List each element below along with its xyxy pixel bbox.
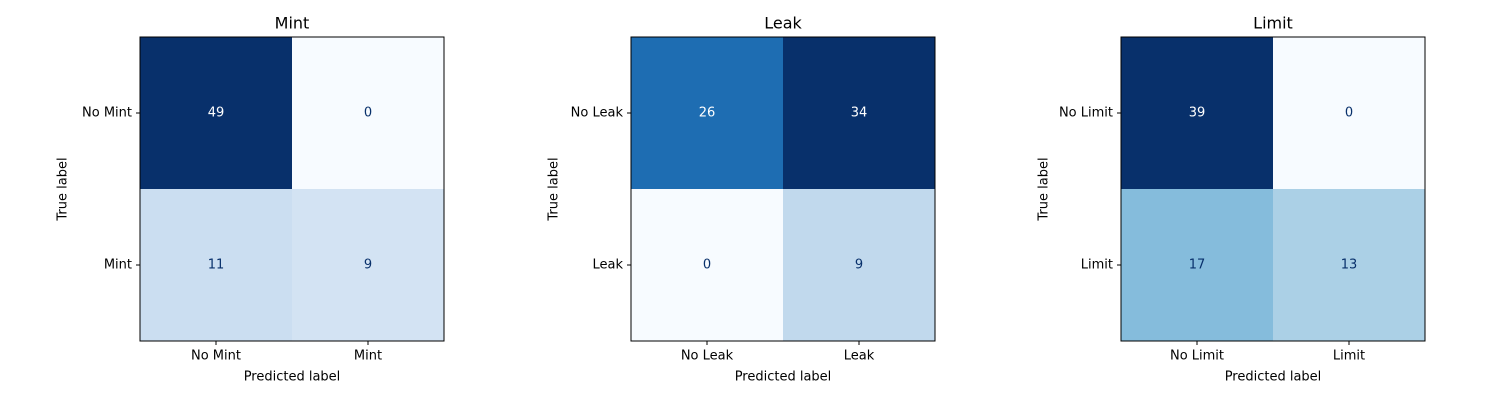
chart-title: Leak bbox=[764, 14, 802, 33]
confusion-matrix-1: 49 0 11 9 No Mint Mint No Mint Mint Mint Predicte… bbox=[56, 14, 445, 385]
confusion-matrix-3: 39 0 17 13 No Limit Limit No Limit Limit Limit Pr… bbox=[1037, 14, 1426, 385]
cell-value-label: 49 bbox=[208, 106, 225, 121]
heatmap-cell bbox=[1121, 37, 1273, 189]
heatmap-cell bbox=[783, 189, 935, 341]
cell-value-label: 17 bbox=[1189, 258, 1206, 273]
y-tick-label: No Mint bbox=[82, 106, 132, 121]
heatmap-cell bbox=[140, 189, 292, 341]
y-axis-label: True label bbox=[56, 157, 71, 221]
y-tick-label: Limit bbox=[1081, 258, 1113, 273]
cell-value-label: 13 bbox=[1341, 258, 1358, 273]
heatmap-cell bbox=[631, 37, 783, 189]
y-tick-label: No Leak bbox=[571, 106, 624, 121]
heatmap-cell bbox=[783, 37, 935, 189]
y-axis-label: True label bbox=[547, 157, 562, 221]
plot-frame bbox=[1120, 36, 1426, 342]
x-axis-label: Predicted label bbox=[1225, 370, 1322, 385]
heatmap-cell bbox=[292, 189, 444, 341]
chart-title: Limit bbox=[1253, 14, 1293, 33]
heatmap-cell bbox=[631, 189, 783, 341]
confusion-matrix-2: 26 34 0 9 No Leak Leak No Leak Leak Leak Predicte… bbox=[547, 14, 936, 385]
x-tick-label: Leak bbox=[844, 349, 875, 364]
heatmap-cell bbox=[1273, 37, 1425, 189]
y-tick-label: No Limit bbox=[1059, 106, 1113, 121]
plot-frame bbox=[139, 36, 445, 342]
x-tick-label: No Leak bbox=[681, 349, 734, 364]
x-tick-label: No Mint bbox=[191, 349, 241, 364]
y-axis-label: True label bbox=[1037, 157, 1052, 221]
cell-value-label: 0 bbox=[703, 258, 711, 273]
cell-value-label: 39 bbox=[1189, 106, 1206, 121]
x-axis-label: Predicted label bbox=[244, 370, 341, 385]
heatmap-cell bbox=[1273, 189, 1425, 341]
chart-title: Mint bbox=[275, 14, 310, 33]
cell-value-label: 9 bbox=[364, 258, 372, 273]
x-tick-label: No Limit bbox=[1170, 349, 1224, 364]
cell-value-label: 34 bbox=[851, 106, 868, 121]
x-tick-label: Mint bbox=[354, 349, 382, 364]
y-tick-label: Mint bbox=[104, 258, 132, 273]
x-axis-label: Predicted label bbox=[735, 370, 832, 385]
heatmap-cell bbox=[1121, 189, 1273, 341]
cell-value-label: 26 bbox=[699, 106, 716, 121]
y-tick-label: Leak bbox=[592, 258, 623, 273]
cell-value-label: 0 bbox=[1345, 106, 1353, 121]
cell-value-label: 0 bbox=[364, 106, 372, 121]
heatmap-cell bbox=[140, 37, 292, 189]
cell-value-label: 9 bbox=[855, 258, 863, 273]
plot-frame bbox=[630, 36, 936, 342]
cell-value-label: 11 bbox=[208, 258, 225, 273]
heatmap-cell bbox=[292, 37, 444, 189]
x-tick-label: Limit bbox=[1333, 349, 1365, 364]
